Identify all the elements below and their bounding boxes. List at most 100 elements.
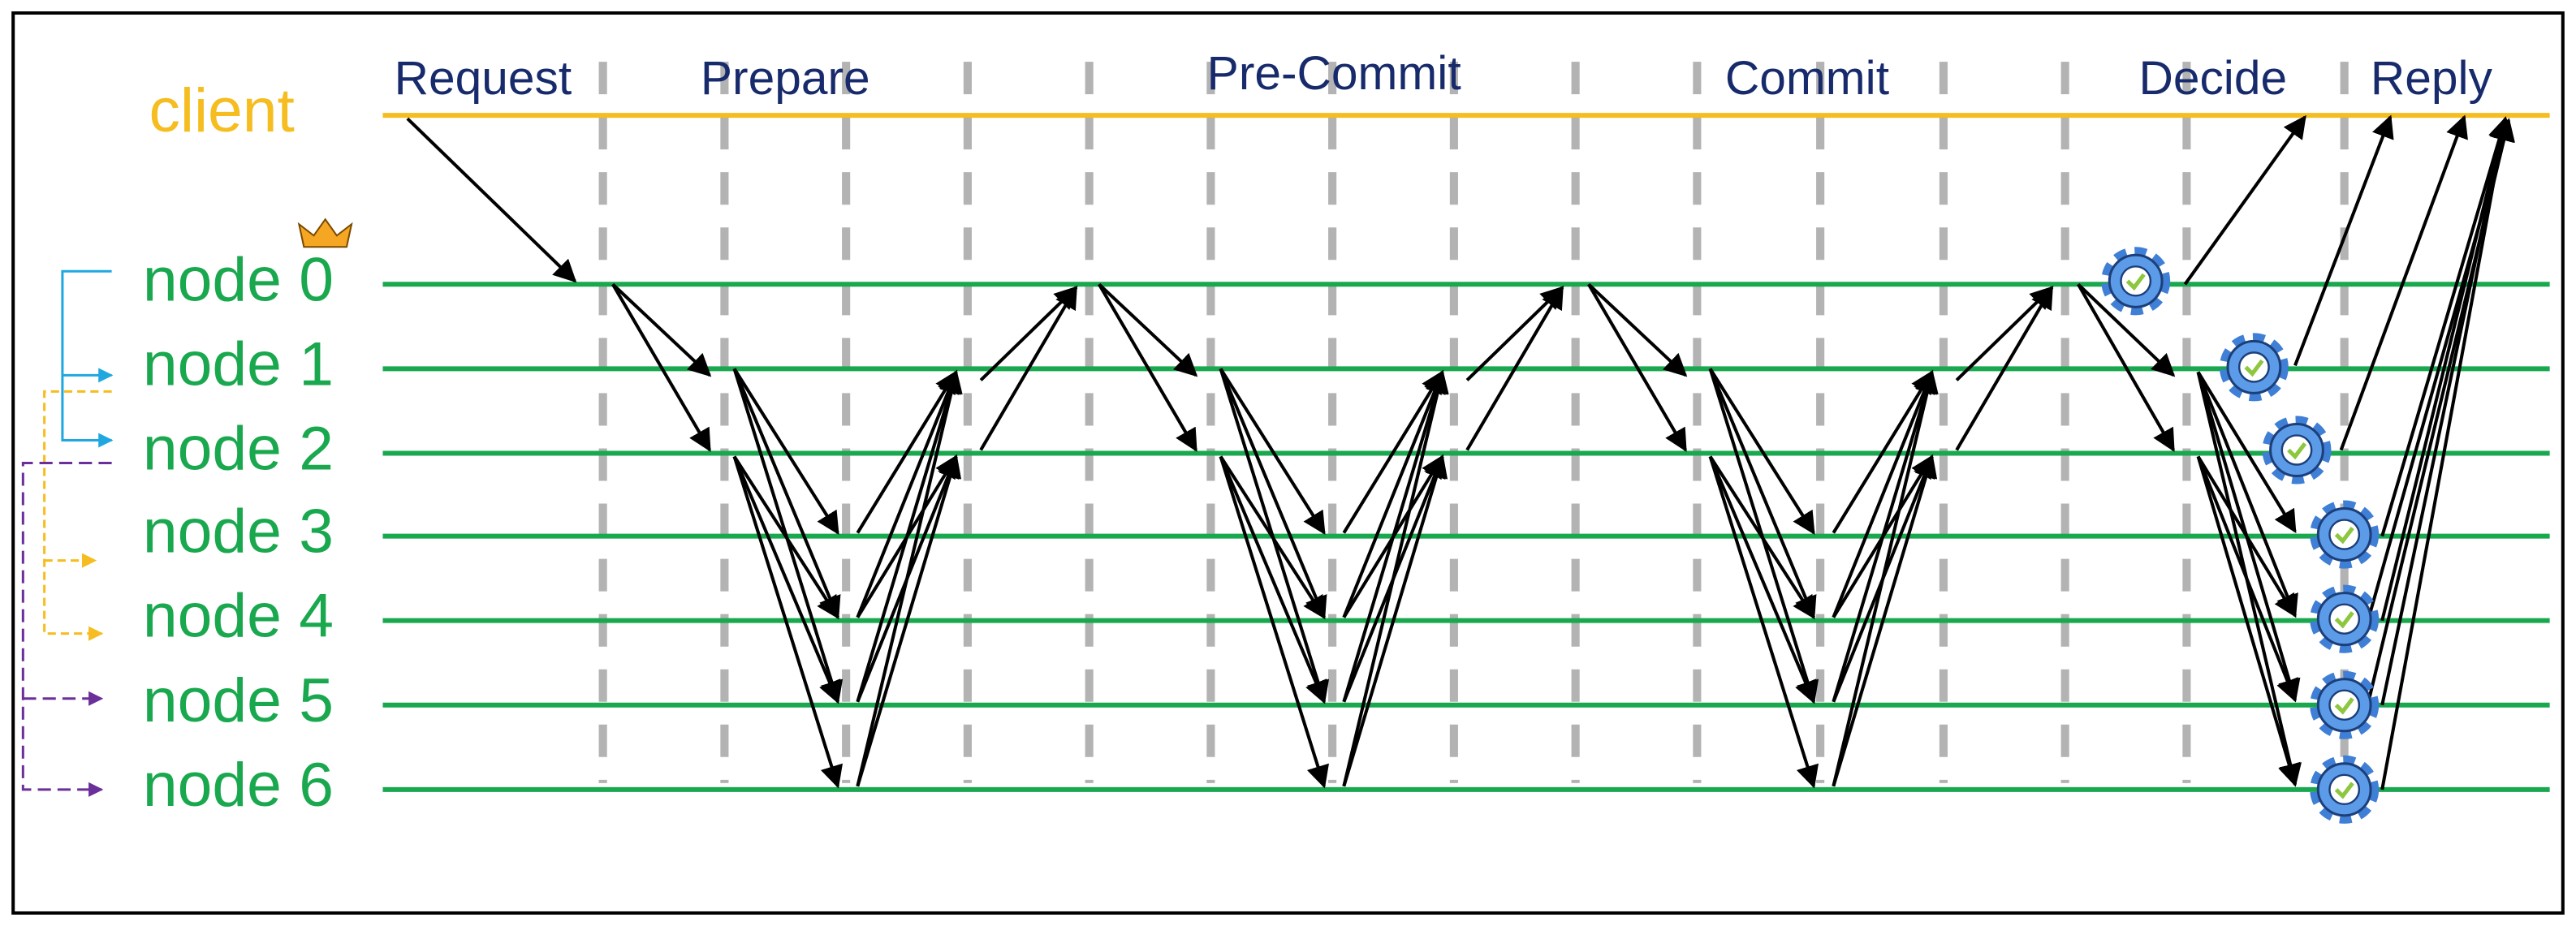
message-arrow (2196, 455, 2298, 703)
message-arrow (1219, 455, 1327, 704)
gear-check (2334, 697, 2354, 715)
leader-crown (297, 218, 353, 248)
gear-teeth (2101, 247, 2171, 316)
message-arrow (1708, 368, 1817, 620)
gear-teeth (2219, 333, 2289, 402)
gear-center (2120, 265, 2152, 297)
message-arrow (1342, 454, 1444, 618)
message-arrow (1832, 454, 1938, 787)
labels: client node 0 node 1 node 2 node 3 node 4 node… (143, 47, 2493, 819)
message-arrow (2077, 282, 2176, 377)
node-brackets (21, 269, 114, 797)
gear-check (2125, 273, 2146, 291)
gear-teeth (2310, 500, 2380, 569)
node-label: node 6 (143, 751, 334, 820)
message-arrow (1098, 282, 1198, 377)
node-label: node 0 (143, 246, 334, 315)
node-label: node 3 (143, 497, 334, 566)
message-arrow (856, 369, 960, 618)
message-arrow (1832, 369, 1934, 534)
message-arrow (2380, 116, 2513, 790)
message-arrow (1342, 369, 1446, 618)
node-label: node 2 (143, 415, 334, 484)
gear-center (2237, 351, 2270, 383)
phase-label: Reply (2371, 52, 2493, 105)
message-arrow (1832, 369, 1935, 618)
message-arrow (611, 282, 712, 377)
message-arrow (1708, 455, 1815, 620)
client-label: client (149, 77, 294, 146)
gear-teeth (2310, 584, 2380, 653)
message-arrow (1832, 454, 1935, 703)
bracket-yellow (43, 390, 112, 641)
message-arrow (2380, 116, 2511, 537)
message-arrow (1098, 283, 1197, 452)
gear-teeth (2310, 755, 2380, 824)
gear-check (2334, 782, 2354, 799)
message-arrow (2077, 283, 2175, 452)
gear-center (2328, 603, 2361, 635)
gear-check (2244, 359, 2264, 377)
phase-label: Request (395, 52, 572, 105)
message-arrow (1832, 454, 1934, 618)
message-arrow (1708, 455, 1819, 789)
message-arrow (1708, 368, 1815, 535)
message-arrow (1955, 285, 2054, 451)
message-arrow (1587, 282, 1688, 377)
message-arrow (856, 454, 962, 787)
message-arrow (732, 455, 844, 789)
message-arrow (2293, 114, 2394, 367)
gear-teeth (2262, 416, 2332, 485)
message-arrow (1465, 285, 1564, 451)
phase-label: Decide (2138, 52, 2287, 105)
gear-center (2328, 773, 2361, 806)
message-arrow (732, 455, 839, 620)
message-arrow (2364, 118, 2515, 714)
phase-label: Commit (1725, 52, 1889, 105)
message-arrow (856, 454, 960, 703)
message-arrow (2196, 455, 2301, 787)
node-label: node 4 (143, 582, 334, 651)
lanes (382, 113, 2550, 792)
message-arrow (1219, 368, 1326, 535)
message-arrow (1219, 368, 1327, 620)
message-arrow (1219, 455, 1329, 789)
bracket-blue (61, 269, 114, 448)
phase-label: Prepare (701, 52, 870, 105)
bracket-purple (21, 461, 112, 797)
frame (11, 11, 2565, 915)
message-arrow (1342, 454, 1448, 787)
messages (406, 114, 2515, 790)
message-arrow (856, 454, 958, 618)
message-arrow (1342, 454, 1446, 703)
phase-separators (598, 62, 2349, 783)
message-arrow (1342, 369, 1444, 534)
message-arrow (856, 369, 958, 534)
message-arrow (611, 283, 711, 452)
node-label: node 5 (143, 666, 334, 735)
message-arrow (2196, 371, 2298, 618)
message-arrow (732, 368, 841, 620)
message-arrow (406, 117, 577, 283)
gear-check (2334, 611, 2354, 629)
gear-center (2328, 689, 2361, 721)
gear-teeth (2310, 670, 2380, 739)
gear-center (2280, 434, 2313, 466)
node-label: node 1 (143, 330, 334, 399)
gear-check (2287, 442, 2307, 460)
message-arrow (2196, 371, 2297, 533)
message-arrow (1708, 455, 1817, 704)
message-arrow (1587, 283, 1687, 452)
message-arrow (2183, 114, 2306, 286)
decide-icons (2101, 247, 2380, 824)
message-arrow (2339, 114, 2468, 451)
gear-check (2334, 527, 2354, 545)
gear-center (2328, 519, 2361, 550)
message-arrow (979, 285, 1078, 451)
message-arrow (732, 455, 841, 704)
phase-label: Pre-Commit (1207, 47, 1461, 100)
message-arrow (1219, 455, 1326, 620)
message-arrow (2196, 455, 2297, 618)
